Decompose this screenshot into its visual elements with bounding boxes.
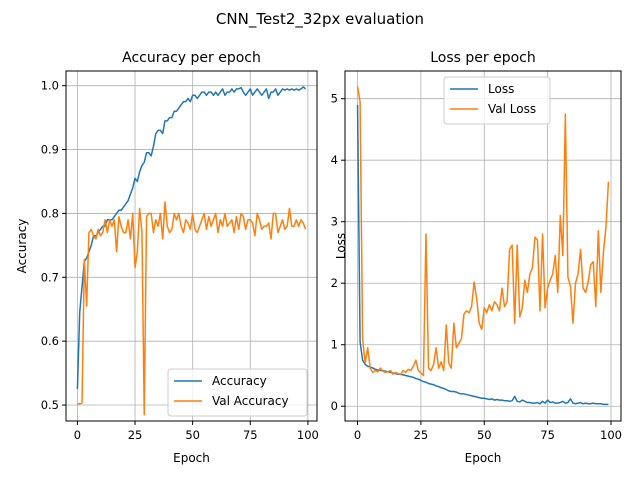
loss-legend-label: Val Loss	[488, 102, 536, 116]
accuracy-y-tick-label: 0.6	[41, 334, 59, 348]
loss-y-tick-label: 4	[331, 153, 338, 167]
loss-legend: Loss Val Loss	[443, 76, 551, 125]
accuracy-legend-label: Accuracy	[212, 374, 267, 388]
loss-x-tick-label: 0	[354, 428, 361, 442]
loss-x-axis-label: Epoch	[465, 451, 502, 465]
accuracy-x-tick-label: 100	[297, 428, 319, 442]
accuracy-y-tick-label: 1.0	[41, 79, 59, 93]
loss-y-tick-label: 3	[331, 215, 338, 229]
accuracy-series-accuracy-line	[76, 86, 307, 390]
loss-chart-title: Loss per epoch	[430, 50, 536, 66]
accuracy-x-tick-label: 0	[74, 428, 81, 442]
loss-y-axis-label: Loss	[334, 233, 348, 259]
loss-x-tick-label: 50	[477, 428, 492, 442]
loss-x-tick-label: 25	[414, 428, 429, 442]
accuracy-plot-frame	[65, 70, 318, 422]
loss-y-tick-label: 0	[331, 399, 338, 413]
accuracy-x-tick-label: 50	[185, 428, 200, 442]
accuracy-y-axis-label: Accuracy	[15, 219, 29, 274]
accuracy-y-tick-label: 0.5	[41, 398, 59, 412]
loss-y-tick-label: 1	[331, 338, 338, 352]
accuracy-legend-label: Val Accuracy	[212, 394, 289, 408]
accuracy-series-val-accuracy-line	[77, 201, 307, 416]
loss-x-tick-label: 100	[600, 428, 622, 442]
loss-plot-frame	[344, 70, 622, 422]
loss-x-tick-label: 75	[540, 428, 555, 442]
accuracy-y-tick-label: 0.8	[41, 206, 59, 220]
loss-y-tick-label: 2	[331, 276, 338, 290]
accuracy-x-tick-label: 75	[243, 428, 258, 442]
accuracy-chart-title: Accuracy per epoch	[122, 50, 261, 66]
loss-y-tick-label: 5	[331, 92, 338, 106]
accuracy-legend-box	[167, 368, 308, 417]
accuracy-y-tick-label: 0.9	[41, 143, 59, 157]
accuracy-y-tick-label: 0.7	[41, 270, 59, 284]
accuracy-x-axis-label: Epoch	[173, 451, 210, 465]
accuracy-legend: Accuracy Val Accuracy	[167, 368, 308, 417]
loss-legend-label: Loss	[488, 82, 514, 96]
accuracy-x-tick-label: 25	[128, 428, 143, 442]
loss-series-val-loss-line	[356, 86, 610, 377]
figure-suptitle: CNN_Test2_32px evaluation	[216, 10, 424, 29]
accuracy-panel: 0 25 50 75 100 0.5 0.6 0.7 0.8 0.9 1.0 Accuracy per…	[15, 50, 319, 465]
